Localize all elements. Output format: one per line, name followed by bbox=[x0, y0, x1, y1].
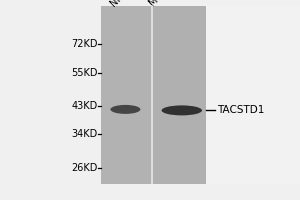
FancyBboxPatch shape bbox=[100, 6, 206, 184]
Text: 55KD: 55KD bbox=[71, 68, 98, 78]
Ellipse shape bbox=[110, 105, 140, 114]
Text: Mouse testis: Mouse testis bbox=[147, 0, 198, 8]
Text: NIH3T3: NIH3T3 bbox=[108, 0, 141, 8]
Text: 26KD: 26KD bbox=[71, 163, 98, 173]
Text: TACSTD1: TACSTD1 bbox=[218, 105, 265, 115]
FancyBboxPatch shape bbox=[206, 6, 300, 184]
Text: 43KD: 43KD bbox=[71, 101, 98, 111]
FancyBboxPatch shape bbox=[152, 6, 206, 184]
Ellipse shape bbox=[161, 105, 202, 115]
FancyBboxPatch shape bbox=[100, 6, 152, 184]
Text: 34KD: 34KD bbox=[71, 129, 98, 139]
Text: 72KD: 72KD bbox=[71, 39, 98, 49]
